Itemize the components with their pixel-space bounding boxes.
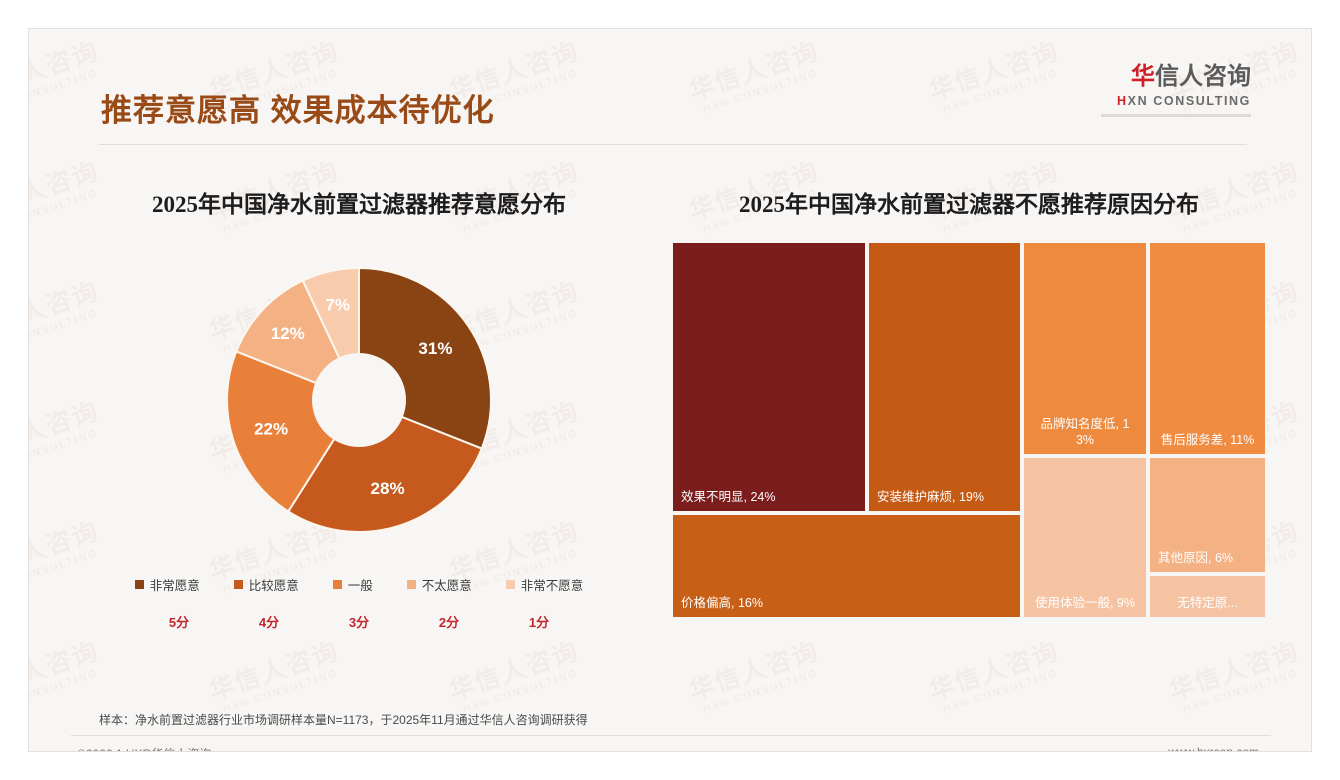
treemap-cell-label: 安装维护麻烦, 19% [877, 489, 984, 504]
treemap-cell-label: 价格偏高, 16% [681, 595, 763, 610]
donut-slice-label: 31% [418, 339, 452, 358]
logo-english-rest: XN CONSULTING [1127, 94, 1251, 108]
legend-swatch [505, 580, 515, 589]
brand-logo: 华信人咨询 HXN CONSULTING [1101, 65, 1251, 117]
legend-item[interactable]: 非常愿意 [134, 575, 200, 594]
logo-chinese: 华信人咨询 [1101, 65, 1251, 89]
slide-header: 推荐意愿高 效果成本待优化 华信人咨询 HXN CONSULTING [29, 29, 1311, 129]
score-label: 5分 [168, 615, 190, 630]
treemap-cell-label: 品牌知名度低, 13% [1040, 416, 1130, 447]
legend-label: 不太愿意 [421, 579, 472, 593]
treemap-cell-label: 使用体验一般, 9% [1034, 595, 1135, 610]
score-label: 1分 [528, 615, 550, 630]
legend-swatch [233, 580, 243, 589]
donut-chart: 31% 28% 22% 12% 7% [69, 235, 649, 565]
treemap-cell[interactable]: 效果不明显, 24% [671, 241, 867, 513]
legend-item[interactable]: 非常不愿意 [505, 575, 584, 594]
donut-slice-label: 22% [254, 420, 288, 439]
legend-item[interactable]: 不太愿意 [406, 575, 472, 594]
treemap-cell[interactable]: 品牌知名度低, 13% [1022, 241, 1148, 456]
treemap-cell[interactable]: 使用体验一般, 9% [1022, 456, 1148, 619]
legend-label: 非常不愿意 [520, 579, 584, 593]
page-title: 推荐意愿高 效果成本待优化 [101, 93, 495, 128]
treemap-cell[interactable]: 安装维护麻烦, 19% [867, 241, 1022, 513]
logo-english: HXN CONSULTING [1101, 95, 1251, 108]
treemap-chart: 效果不明显, 24% 安装维护麻烦, 19% 价格偏高, 16% 品牌知名度低, 13… [671, 241, 1267, 619]
treemap-cell-label: 售后服务差, 11% [1160, 432, 1255, 447]
donut-legend: 非常愿意 比较愿意 一般 不太愿意 非常不愿意 [69, 575, 649, 594]
treemap-cell-label: 其他原因, 6% [1158, 550, 1234, 565]
donut-hole [312, 353, 406, 447]
legend-label: 一般 [347, 579, 373, 593]
slide-footer: ©2026.1 HXR华信人咨询 www.hxrcon.com [29, 735, 1311, 752]
treemap-cell-label: 效果不明显, 24% [681, 489, 776, 504]
treemap-cell-label: 无特定原... [1177, 595, 1238, 610]
slide-canvas: 华信人咨询 HXN CONSULTING 华信人咨询 HXN CONSULTING华信… [28, 28, 1312, 752]
donut-slice[interactable] [286, 398, 484, 533]
legend-label: 比较愿意 [248, 579, 299, 593]
donut-chart-svg: 31% 28% 22% 12% 7% [226, 266, 492, 533]
score-label: 2分 [438, 615, 460, 630]
footer-divider [71, 735, 1271, 736]
chart-title-right: 2025年中国净水前置过滤器不愿推荐原因分布 [739, 192, 1199, 217]
sample-note: 样本：净水前置过滤器行业市场调研样本量N=1173，于2025年11月通过华信人… [99, 713, 588, 727]
legend-swatch [406, 580, 416, 589]
legend-swatch [332, 580, 342, 589]
legend-item[interactable]: 一般 [332, 575, 373, 594]
treemap-cell[interactable]: 无特定原... [1148, 574, 1267, 619]
legend-item[interactable]: 比较愿意 [233, 575, 299, 594]
logo-underline [1101, 113, 1251, 117]
panel-unwilling-reasons: 2025年中国净水前置过滤器不愿推荐原因分布 效果不明显, 24% 安装维护麻烦,… [669, 157, 1269, 687]
header-divider [99, 144, 1247, 145]
score-scale-row: 5分 4分 3分 2分 1分 [69, 612, 649, 631]
score-label: 3分 [348, 615, 370, 630]
legend-swatch [134, 580, 144, 589]
logo-english-red: H [1117, 94, 1128, 108]
logo-chinese-red: 华 [1131, 63, 1155, 90]
logo-chinese-rest: 信人咨询 [1155, 63, 1251, 90]
donut-slice-label: 28% [371, 479, 405, 498]
donut-slice-label: 7% [325, 296, 350, 315]
score-label: 4分 [258, 615, 280, 630]
copyright-text: ©2026.1 HXR华信人咨询 [77, 745, 211, 751]
treemap-cell[interactable]: 其他原因, 6% [1148, 456, 1267, 574]
treemap-cell[interactable]: 价格偏高, 16% [671, 513, 1022, 619]
chart-title-left: 2025年中国净水前置过滤器推荐意愿分布 [152, 192, 566, 217]
website-url[interactable]: www.hxrcon.com [1168, 745, 1259, 752]
panel-recommendation-willingness: 2025年中国净水前置过滤器推荐意愿分布 31% 28% 22% 12% 7% 非常愿意… [69, 157, 649, 687]
legend-label: 非常愿意 [149, 579, 200, 593]
donut-slice-label: 12% [271, 324, 305, 343]
treemap-cell[interactable]: 售后服务差, 11% [1148, 241, 1267, 456]
